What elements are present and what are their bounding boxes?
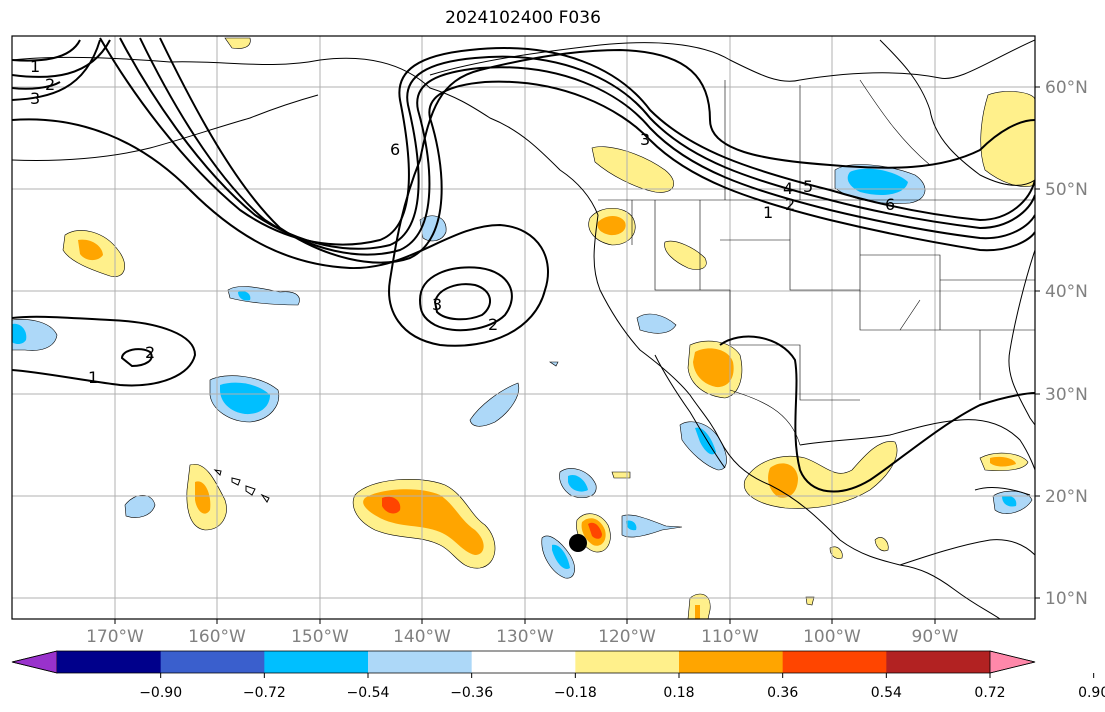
colorbar-label: −0.54 bbox=[347, 685, 390, 701]
contour-label: 2 bbox=[45, 75, 55, 94]
anomaly-fills bbox=[12, 37, 1035, 619]
colorbar-label: 0.18 bbox=[663, 685, 694, 701]
fill-blue-150w bbox=[238, 291, 251, 301]
contour-label: 6 bbox=[885, 195, 895, 214]
fill-small-3 bbox=[874, 537, 889, 552]
fill-blue-tropic2 bbox=[626, 520, 637, 531]
colorbar-label: −0.72 bbox=[243, 685, 286, 701]
contour-label: 3 bbox=[30, 89, 40, 108]
map-content: 1 2 3 6 3 4 5 6 1 2 3 2 2 1 bbox=[12, 36, 1035, 619]
lon-label: 90°W bbox=[912, 627, 959, 647]
fill-bc-yellow bbox=[591, 146, 674, 193]
lat-label: 20°N bbox=[1045, 487, 1088, 507]
lat-label: 60°N bbox=[1045, 78, 1088, 98]
contour-label: 1 bbox=[88, 368, 98, 387]
fill-lightblue-hawaii bbox=[124, 494, 156, 518]
fill-lightblue-socal bbox=[636, 313, 677, 334]
fill-blue-sw bbox=[552, 544, 570, 569]
lon-label: 110°W bbox=[701, 627, 759, 647]
gridlines bbox=[12, 36, 1035, 619]
black-dot-marker bbox=[569, 534, 587, 552]
colorbar-segment bbox=[368, 651, 473, 673]
contour-label: 1 bbox=[30, 57, 40, 76]
contour-label: 4 bbox=[783, 179, 793, 198]
lat-label: 10°N bbox=[1045, 589, 1088, 609]
colorbar-label: −0.18 bbox=[554, 685, 597, 701]
political-borders bbox=[598, 79, 1035, 446]
fill-mexico-orange bbox=[768, 463, 798, 498]
colorbar-extend-high bbox=[989, 650, 1036, 674]
fill-small-6 bbox=[805, 596, 815, 606]
longitude-labels: 170°W 160°W 150°W 140°W 130°W 120°W 110°… bbox=[86, 627, 959, 647]
fill-hawaii-orange bbox=[195, 481, 211, 514]
lon-label: 140°W bbox=[393, 627, 451, 647]
fill-oregon-orange bbox=[597, 216, 626, 236]
latitude-labels: 60°N 50°N 40°N 30°N 20°N 10°N bbox=[1045, 78, 1088, 609]
colorbar-label: 0.36 bbox=[767, 685, 798, 701]
contour-label: 5 bbox=[803, 177, 813, 196]
contour-label-group: 1 2 3 6 3 4 5 6 1 2 3 2 2 1 bbox=[30, 57, 895, 387]
fill-arizona-orange bbox=[693, 348, 734, 388]
colorbar: −0.90 −0.72 −0.54 −0.36 −0.18 0.18 0.36 0.54 0.7… bbox=[11, 650, 1105, 701]
coastlines bbox=[12, 39, 1035, 619]
fill-west-pacific-orange bbox=[78, 239, 103, 261]
colorbar-label: −0.90 bbox=[139, 685, 182, 701]
lon-label: 100°W bbox=[803, 627, 861, 647]
colorbar-border bbox=[11, 650, 1036, 674]
fill-small-4 bbox=[829, 546, 843, 559]
contour-label: 3 bbox=[432, 295, 442, 314]
fill-tropical-red bbox=[588, 522, 602, 539]
fill-small-5 bbox=[611, 471, 631, 479]
fill-left-edge-blue bbox=[12, 323, 27, 344]
lon-label: 130°W bbox=[496, 627, 554, 647]
fill-small-2-orange bbox=[695, 605, 700, 619]
axis-ticks bbox=[114, 86, 1040, 624]
colorbar-label: 0.54 bbox=[871, 685, 902, 701]
contour-label: 2 bbox=[145, 343, 155, 362]
colorbar-segment bbox=[160, 651, 265, 673]
fill-small-1 bbox=[224, 37, 251, 49]
fill-gulf-orange bbox=[990, 456, 1016, 467]
colorbar-segment bbox=[575, 651, 680, 673]
lat-label: 50°N bbox=[1045, 180, 1088, 200]
colorbar-segment bbox=[264, 651, 369, 673]
map-area bbox=[12, 36, 1035, 619]
fill-nevada-yellow bbox=[664, 240, 707, 270]
fill-central-pacific-red bbox=[382, 496, 401, 514]
map-title: 2024102400 F036 bbox=[445, 8, 601, 28]
lon-label: 170°W bbox=[86, 627, 144, 647]
lon-label: 150°W bbox=[291, 627, 349, 647]
fill-blue-tropic1 bbox=[568, 474, 588, 492]
fill-blue-canada bbox=[847, 168, 908, 195]
height-contours bbox=[12, 37, 1035, 493]
contour-label: 1 bbox=[763, 203, 773, 222]
fill-canada-east-yellow bbox=[980, 91, 1035, 187]
lat-label: 40°N bbox=[1045, 282, 1088, 302]
colorbar-extend-low bbox=[11, 650, 58, 674]
colorbar-segment bbox=[782, 651, 887, 673]
colorbar-label: −0.36 bbox=[450, 685, 493, 701]
colorbar-label: 0.72 bbox=[974, 685, 1005, 701]
contour-label: 3 bbox=[640, 130, 650, 149]
lon-label: 120°W bbox=[598, 627, 656, 647]
colorbar-segment bbox=[679, 651, 784, 673]
fill-left-edge-lightblue bbox=[12, 319, 58, 351]
contour-label: 2 bbox=[488, 315, 498, 334]
fill-small-lightblue bbox=[549, 361, 559, 367]
colorbar-segment bbox=[886, 651, 991, 673]
fill-blue-baja bbox=[695, 427, 716, 455]
fill-lightblue-135w bbox=[419, 215, 447, 242]
contour-label: 2 bbox=[785, 195, 795, 214]
fill-lightblue-tropic2 bbox=[621, 514, 683, 538]
contour-label: 6 bbox=[390, 140, 400, 159]
fill-subtropic-blue bbox=[220, 382, 270, 415]
map-border bbox=[11, 35, 1036, 620]
lat-label: 30°N bbox=[1045, 385, 1088, 405]
colorbar-label: 0.90 bbox=[1078, 685, 1105, 701]
lon-label: 160°W bbox=[188, 627, 246, 647]
fill-blue-caribbean bbox=[1002, 495, 1017, 507]
colorbar-segment bbox=[57, 651, 162, 673]
colorbar-segment bbox=[471, 651, 576, 673]
